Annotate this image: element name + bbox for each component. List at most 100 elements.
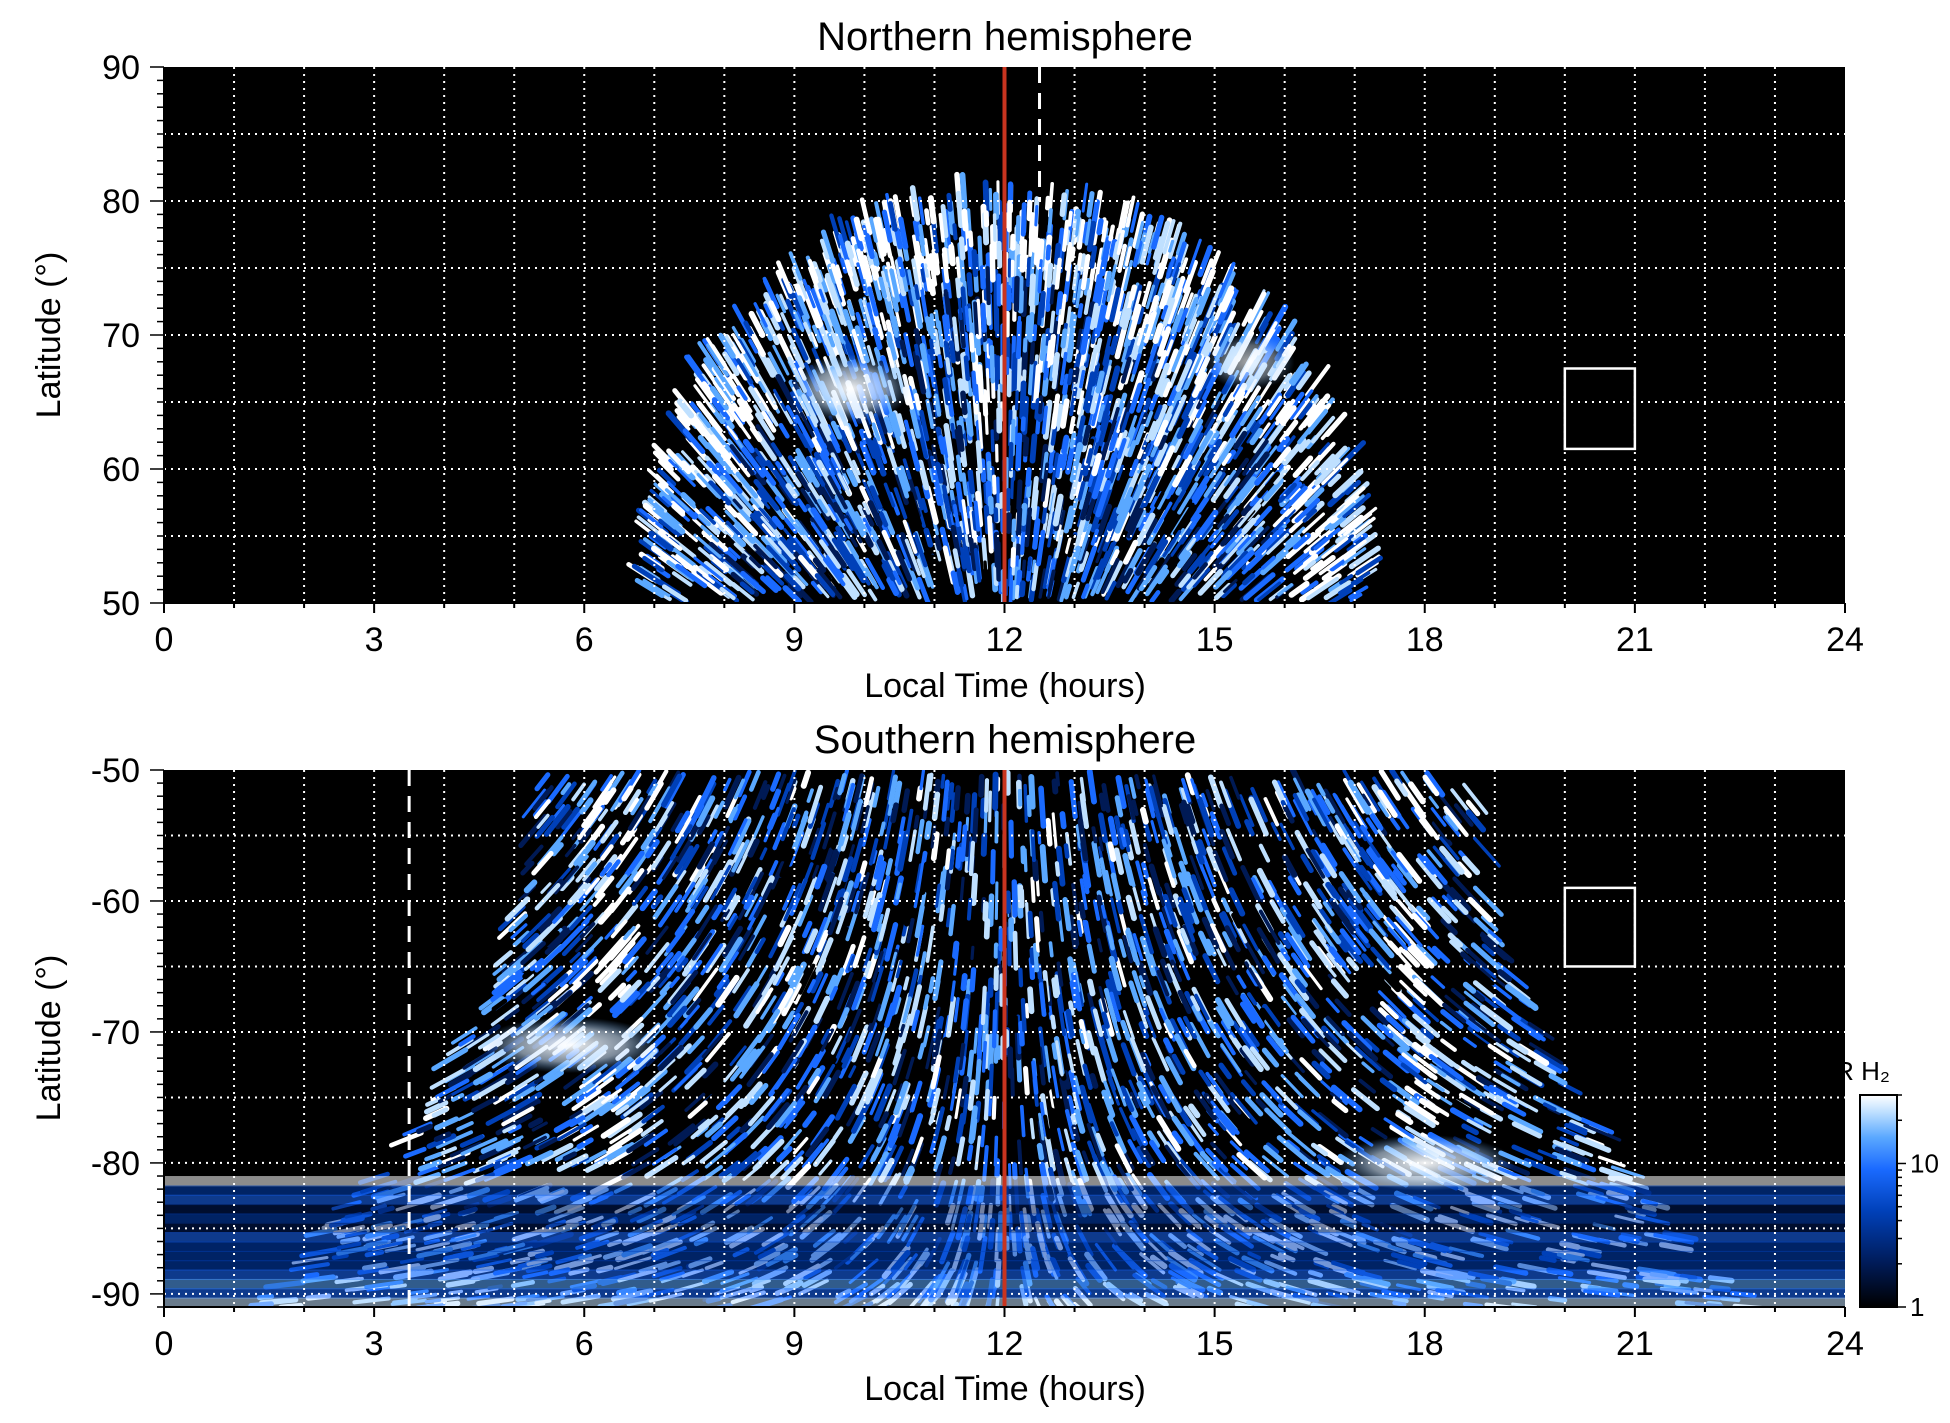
emission-streak — [911, 1136, 924, 1164]
emission-streak — [1016, 479, 1023, 511]
emission-streak — [1047, 333, 1057, 366]
emission-streak — [1346, 1030, 1379, 1062]
emission-streak — [448, 1071, 473, 1088]
emission-streak — [1090, 528, 1100, 546]
emission-streak — [924, 208, 931, 226]
emission-streak — [1322, 788, 1346, 825]
emission-streak — [812, 973, 829, 1004]
emission-streak — [1284, 496, 1305, 517]
emission-streak — [990, 429, 995, 453]
emission-streak — [1250, 291, 1271, 325]
emission-streak — [929, 313, 936, 328]
emission-streak — [1154, 473, 1167, 493]
emission-streak — [1023, 783, 1029, 823]
emission-streak — [1119, 291, 1132, 328]
emission-streak — [1359, 887, 1371, 900]
bright-spot — [790, 354, 911, 423]
emission-streak — [1302, 512, 1326, 534]
emission-streak — [645, 925, 669, 955]
emission-streak — [785, 777, 797, 804]
emission-streak — [1146, 1130, 1161, 1149]
emission-streak — [1208, 430, 1220, 445]
emission-streak — [1370, 946, 1392, 971]
emission-streak — [956, 570, 965, 588]
emission-streak — [778, 422, 790, 439]
emission-streak — [1085, 395, 1094, 414]
emission-streak — [1177, 1017, 1190, 1038]
emission-streak — [1236, 526, 1264, 556]
emission-streak — [844, 450, 861, 484]
emission-streak — [1131, 290, 1142, 321]
emission-streak — [1039, 844, 1049, 884]
emission-streak — [787, 852, 805, 888]
emission-streak — [1300, 580, 1319, 595]
emission-streak — [1067, 534, 1077, 558]
emission-streak — [1091, 452, 1102, 477]
emission-streak — [1178, 860, 1191, 887]
emission-streak — [922, 1122, 937, 1159]
emission-streak — [983, 560, 988, 580]
emission-streak — [1422, 774, 1440, 797]
emission-streak — [879, 1038, 890, 1059]
emission-streak — [1140, 518, 1158, 546]
emission-streak — [624, 850, 645, 878]
emission-streak — [1037, 831, 1042, 845]
emission-streak — [1389, 904, 1412, 931]
emission-streak — [1060, 328, 1068, 349]
emission-streak — [1078, 1019, 1090, 1050]
emission-streak — [1095, 370, 1105, 394]
emission-streak — [1470, 1002, 1490, 1019]
emission-streak — [737, 770, 752, 798]
emission-streak — [778, 454, 802, 488]
emission-streak — [1292, 562, 1308, 575]
emission-streak — [760, 535, 788, 565]
emission-streak — [945, 907, 952, 928]
emission-streak — [1334, 998, 1352, 1018]
emission-streak — [951, 438, 959, 462]
emission-streak — [859, 197, 873, 236]
emission-streak — [459, 1134, 484, 1148]
emission-streak — [700, 524, 720, 543]
emission-streak — [1201, 869, 1217, 901]
emission-streak — [1324, 1162, 1341, 1175]
emission-streak — [1099, 430, 1113, 465]
emission-streak — [1128, 382, 1143, 414]
emission-streak — [983, 504, 991, 535]
emission-streak — [1316, 794, 1331, 816]
emission-streak — [720, 908, 730, 922]
emission-streak — [1036, 963, 1043, 980]
emission-streak — [1044, 195, 1051, 211]
emission-streak — [1196, 286, 1212, 316]
emission-streak — [1337, 514, 1364, 537]
emission-streak — [846, 299, 855, 317]
emission-streak — [1079, 776, 1086, 802]
emission-streak — [772, 388, 787, 412]
emission-streak — [1236, 974, 1247, 989]
emission-streak — [1370, 1127, 1388, 1140]
emission-streak — [1279, 405, 1297, 426]
emission-streak — [618, 870, 639, 896]
emission-streak — [788, 786, 797, 801]
emission-streak — [1134, 509, 1147, 528]
emission-streak — [1399, 979, 1426, 1006]
emission-streak — [1230, 1092, 1258, 1125]
emission-streak — [1042, 478, 1051, 508]
emission-streak — [1164, 1144, 1191, 1179]
emission-streak — [903, 898, 915, 927]
emission-streak — [1164, 882, 1176, 909]
emission-streak — [1162, 219, 1176, 255]
emission-streak — [952, 223, 958, 241]
emission-streak — [883, 482, 896, 508]
emission-streak — [1042, 399, 1053, 440]
emission-streak — [1302, 508, 1318, 523]
emission-streak — [1059, 452, 1068, 471]
emission-streak — [1115, 477, 1134, 515]
emission-streak — [388, 1130, 424, 1148]
emission-streak — [1290, 935, 1310, 961]
emission-streak — [1160, 304, 1169, 320]
emission-streak — [1019, 1104, 1026, 1138]
emission-streak — [681, 1154, 696, 1166]
emission-streak — [1078, 458, 1087, 482]
emission-streak — [1050, 1014, 1057, 1030]
emission-streak — [1197, 930, 1213, 956]
